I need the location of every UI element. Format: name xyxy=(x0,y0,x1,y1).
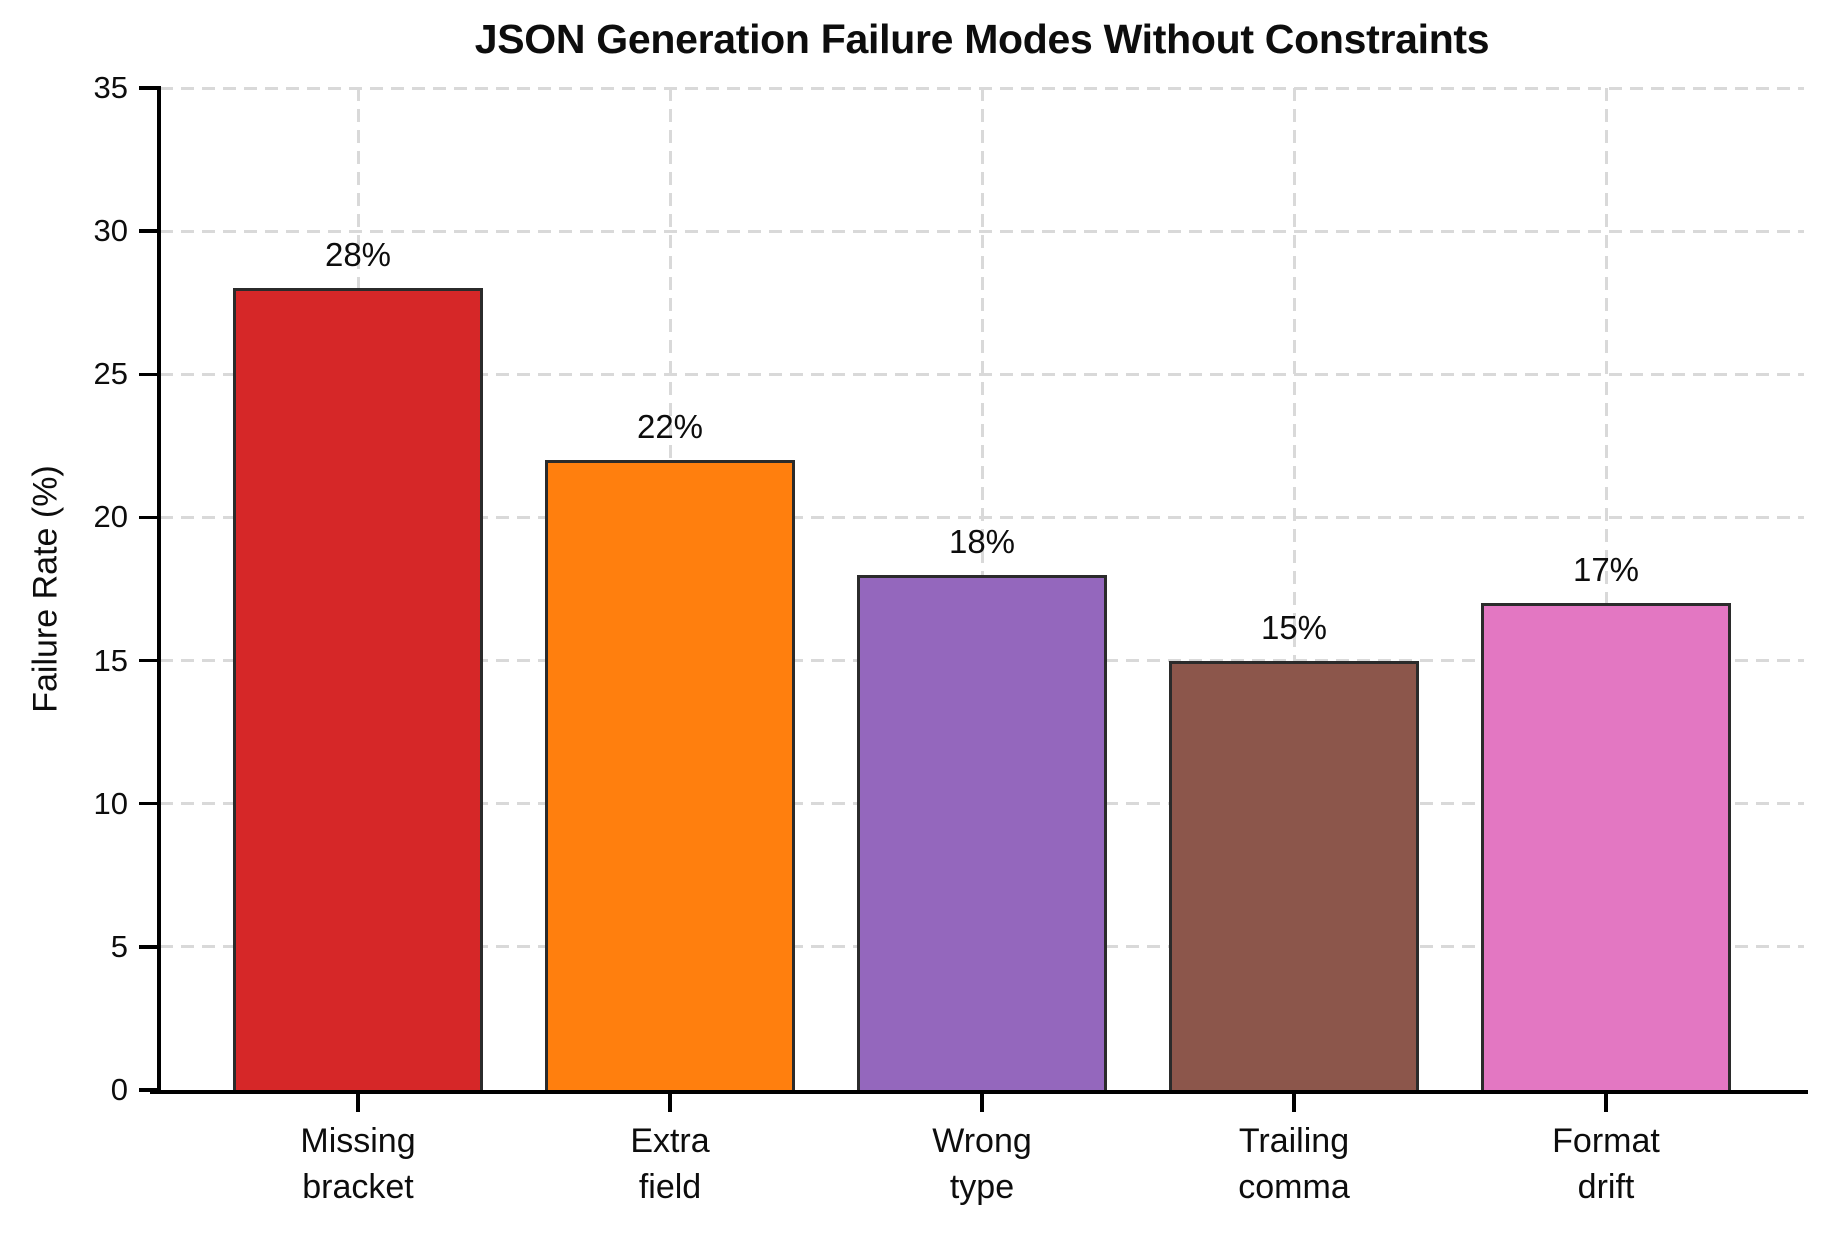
y-tick-15 xyxy=(139,658,157,663)
y-axis-spine xyxy=(157,86,161,1094)
x-gridline-format-drift xyxy=(1604,88,1608,1090)
bar-format-drift xyxy=(1481,603,1731,1090)
bar-value-label-missing-bracket: 28% xyxy=(324,236,392,274)
x-tick-label-extra-field: Extra field xyxy=(630,1122,710,1206)
bar-value-label-format-drift: 17% xyxy=(1572,551,1640,589)
bar-value-label-wrong-type: 18% xyxy=(948,522,1016,560)
x-tick-extra-field xyxy=(668,1094,672,1112)
y-tick-label-15: 15 xyxy=(93,642,128,678)
x-tick-format-drift xyxy=(1604,1094,1608,1112)
y-tick-35 xyxy=(139,86,157,90)
bar-extra-field xyxy=(545,460,795,1090)
bar-value-label-extra-field: 22% xyxy=(636,408,704,446)
x-tick-missing-bracket xyxy=(356,1094,360,1112)
y-tick-label-10: 10 xyxy=(93,785,128,821)
y-tick-5 xyxy=(139,945,157,949)
x-tick-label-trailing-comma: Trailing comma xyxy=(1238,1122,1350,1206)
bar-missing-bracket xyxy=(233,288,483,1090)
x-tick-label-missing-bracket: Missing bracket xyxy=(300,1122,416,1206)
bar-value-label-trailing-comma: 15% xyxy=(1260,608,1328,646)
bar-wrong-type xyxy=(857,574,1107,1090)
y-tick-30 xyxy=(139,229,157,233)
y-tick-label-30: 30 xyxy=(93,213,128,249)
y-tick-label-20: 20 xyxy=(93,499,128,535)
x-gridline-trailing-comma xyxy=(1292,88,1296,1090)
y-tick-label-5: 5 xyxy=(110,928,128,964)
bar-trailing-comma xyxy=(1169,660,1419,1090)
y-tick-label-25: 25 xyxy=(93,356,128,392)
chart-title: JSON Generation Failure Modes Without Co… xyxy=(474,16,1490,62)
x-tick-label-format-drift: Format drift xyxy=(1552,1122,1660,1206)
x-tick-label-wrong-type: Wrong type xyxy=(932,1122,1032,1206)
x-tick-wrong-type xyxy=(980,1094,984,1112)
x-axis-spine xyxy=(150,1090,1808,1094)
plot-area xyxy=(160,86,1804,1090)
y-tick-0 xyxy=(139,1088,157,1092)
y-tick-25 xyxy=(139,372,157,377)
y-gridline-20 xyxy=(160,515,1804,519)
y-gridline-25 xyxy=(160,372,1804,376)
y-gridline-35 xyxy=(160,86,1804,90)
y-tick-label-35: 35 xyxy=(93,70,128,105)
y-tick-20 xyxy=(139,515,157,520)
y-tick-label-0: 0 xyxy=(110,1072,128,1107)
x-tick-trailing-comma xyxy=(1292,1094,1296,1112)
y-gridline-30 xyxy=(160,229,1804,233)
y-tick-10 xyxy=(139,801,157,806)
